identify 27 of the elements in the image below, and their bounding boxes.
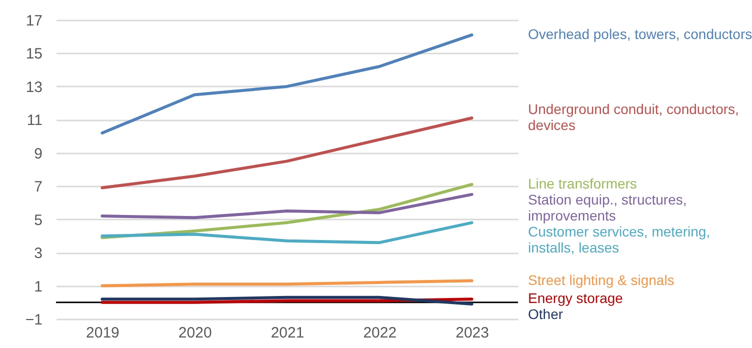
text: Other: [528, 306, 564, 322]
text: Station equip., structures, improvements: [528, 191, 687, 224]
text: Line transformers: [528, 175, 637, 192]
line-series: [100, 33, 474, 134]
text: Energy storage: [528, 290, 624, 306]
y-tick-label: 7: [34, 178, 42, 196]
y-tick-label: 5: [34, 212, 42, 229]
x-tick-label: 2021: [270, 324, 304, 342]
y-tick-label: 3: [34, 245, 42, 262]
text: Underground conduit, conductors, devices: [528, 101, 739, 134]
text: Customer services, metering, installs, leases: [528, 223, 710, 256]
line-series: [100, 221, 474, 244]
line-series: [100, 116, 474, 190]
y-tick-label: 11: [26, 112, 42, 130]
y-tick-label: 13: [26, 78, 42, 96]
x-tick-label: 2019: [86, 324, 120, 342]
y-tick-label: 15: [26, 46, 42, 63]
y-tick-label: −1: [25, 312, 42, 328]
y-tick-label: 17: [26, 12, 42, 30]
text: Street lighting & signals: [528, 272, 674, 288]
text: Overhead poles, towers, conductors: [528, 26, 752, 42]
x-tick-label: 2020: [178, 324, 212, 342]
line-series: [100, 192, 474, 220]
x-tick-label: 2022: [363, 324, 397, 342]
x-tick-label: 2023: [456, 324, 489, 342]
y-tick-label: 9: [34, 145, 42, 162]
y-tick-label: 1: [34, 278, 42, 296]
